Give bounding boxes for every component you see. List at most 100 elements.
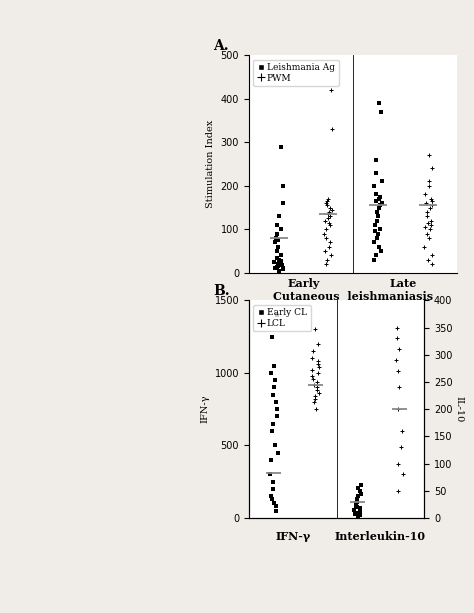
Point bbox=[425, 233, 432, 243]
Point bbox=[309, 371, 316, 381]
Point bbox=[326, 207, 333, 217]
Point bbox=[427, 224, 434, 234]
Point bbox=[327, 85, 335, 95]
X-axis label: Cutaneous  leishmaniasis: Cutaneous leishmaniasis bbox=[273, 291, 433, 302]
Point bbox=[271, 360, 278, 370]
Point bbox=[374, 229, 382, 238]
Point bbox=[356, 486, 364, 496]
Point bbox=[279, 198, 287, 208]
Point bbox=[321, 246, 328, 256]
Point bbox=[324, 209, 331, 219]
Point bbox=[392, 356, 400, 365]
Point bbox=[428, 259, 435, 269]
Point bbox=[312, 405, 320, 414]
Point bbox=[313, 377, 321, 387]
Point bbox=[428, 216, 435, 226]
Point bbox=[328, 124, 336, 134]
Point bbox=[273, 253, 281, 262]
Point bbox=[428, 196, 436, 206]
Point bbox=[395, 383, 402, 392]
Point bbox=[394, 459, 401, 468]
Point bbox=[273, 310, 281, 320]
Point bbox=[309, 354, 316, 364]
Point bbox=[272, 233, 280, 243]
Point bbox=[315, 339, 322, 349]
Point bbox=[273, 405, 281, 414]
Point bbox=[275, 255, 283, 265]
Point bbox=[273, 220, 281, 230]
Point bbox=[273, 397, 280, 407]
Point bbox=[421, 189, 428, 199]
Point bbox=[320, 229, 328, 238]
Point bbox=[356, 506, 364, 516]
Point bbox=[371, 237, 378, 247]
Point bbox=[273, 246, 281, 256]
Point bbox=[273, 229, 280, 238]
Point bbox=[370, 181, 377, 191]
Point bbox=[356, 509, 363, 519]
Point bbox=[372, 196, 380, 206]
Point bbox=[420, 242, 428, 251]
Point bbox=[323, 255, 330, 265]
Point bbox=[269, 390, 277, 400]
Point bbox=[323, 196, 331, 206]
Point bbox=[267, 470, 274, 479]
Point bbox=[310, 397, 318, 407]
Point bbox=[273, 501, 280, 511]
Point bbox=[352, 500, 360, 509]
Point bbox=[278, 260, 285, 270]
Point bbox=[378, 107, 385, 116]
Y-axis label: IL-10: IL-10 bbox=[455, 396, 464, 422]
Point bbox=[273, 262, 281, 272]
Point bbox=[268, 332, 276, 341]
Point bbox=[354, 502, 361, 512]
Point bbox=[375, 98, 383, 108]
Point bbox=[324, 200, 331, 210]
Point bbox=[372, 251, 379, 261]
Point bbox=[424, 218, 432, 227]
Point bbox=[424, 211, 431, 221]
Point bbox=[353, 497, 361, 506]
Point bbox=[423, 198, 430, 208]
Point bbox=[425, 150, 433, 160]
Point bbox=[352, 508, 360, 517]
Point bbox=[328, 251, 335, 261]
Point bbox=[267, 492, 274, 501]
Point bbox=[428, 194, 435, 204]
Point bbox=[326, 242, 333, 251]
Point bbox=[357, 481, 365, 490]
Point bbox=[309, 374, 317, 384]
Point bbox=[393, 322, 401, 332]
Point bbox=[272, 375, 279, 385]
Point bbox=[375, 202, 383, 212]
Point bbox=[377, 246, 384, 256]
Point bbox=[268, 494, 276, 504]
Point bbox=[268, 426, 276, 436]
Point bbox=[399, 470, 407, 479]
Point bbox=[354, 494, 361, 504]
Point bbox=[356, 503, 364, 513]
Point bbox=[355, 511, 362, 521]
Text: A.: A. bbox=[213, 39, 229, 53]
Y-axis label: IFN-γ: IFN-γ bbox=[200, 395, 209, 424]
Point bbox=[275, 211, 283, 221]
Point bbox=[311, 391, 319, 401]
Point bbox=[354, 492, 362, 501]
Point bbox=[374, 207, 381, 217]
Point bbox=[375, 194, 383, 204]
Point bbox=[356, 511, 364, 520]
Point bbox=[274, 242, 282, 251]
Point bbox=[428, 164, 435, 173]
Point bbox=[423, 229, 430, 238]
Point bbox=[321, 216, 329, 226]
Point bbox=[267, 455, 274, 465]
Point bbox=[272, 264, 279, 273]
Point bbox=[393, 333, 401, 343]
Point bbox=[374, 211, 382, 221]
Point bbox=[376, 192, 383, 202]
Point bbox=[326, 220, 334, 230]
Point bbox=[372, 189, 380, 199]
Point bbox=[373, 168, 380, 178]
Point bbox=[314, 356, 321, 366]
Point bbox=[269, 484, 277, 494]
